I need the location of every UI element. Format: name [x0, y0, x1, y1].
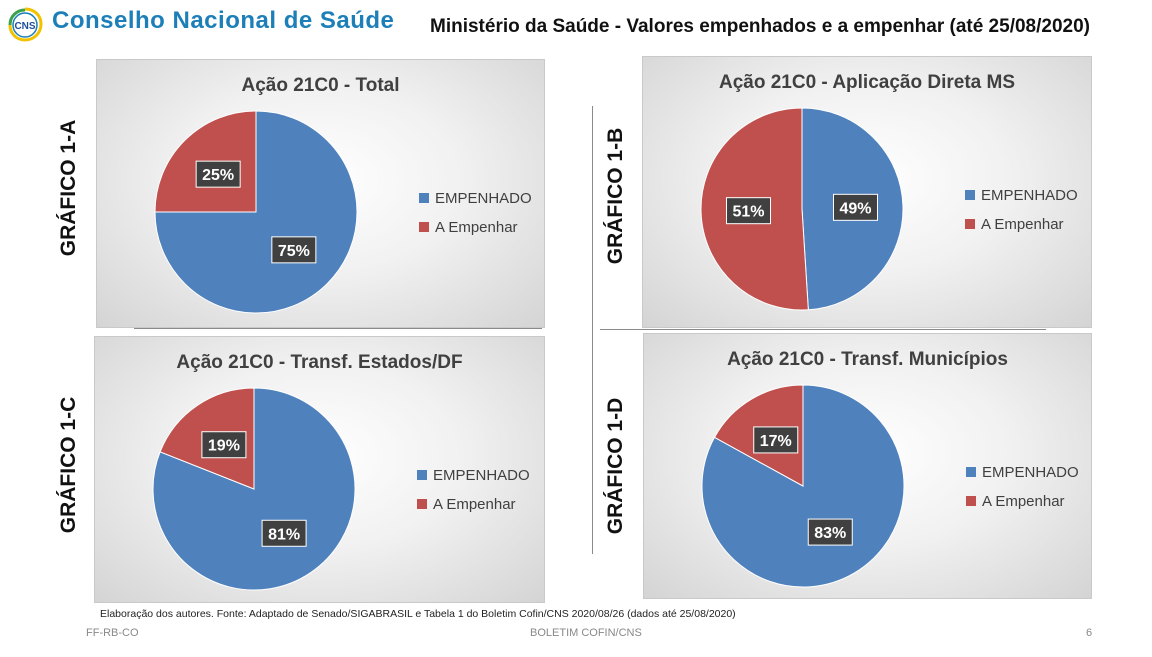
- legend: EMPENHADO A Empenhar: [419, 190, 532, 236]
- source-footnote: Elaboração dos autores. Fonte: Adaptado …: [100, 608, 736, 620]
- legend: EMPENHADO A Empenhar: [417, 467, 530, 513]
- legend-swatch-1: [966, 496, 976, 506]
- legend-swatch-1: [417, 499, 427, 509]
- footer-center: BOLETIM COFIN/CNS: [530, 627, 642, 639]
- legend-swatch-0: [966, 467, 976, 477]
- chart-panel-1b: Ação 21C0 - Aplicação Direta MS 49% 51% EMP…: [642, 56, 1092, 328]
- label-a-empenhar: 17%: [760, 433, 792, 450]
- label-empenhado: 81%: [268, 526, 300, 543]
- data-label-box: [807, 518, 853, 546]
- label-empenhado: 83%: [814, 525, 846, 542]
- label-a-empenhar: 25%: [202, 167, 234, 184]
- legend-item: A Empenhar: [433, 496, 516, 513]
- chart-title: Ação 21C0 - Transf. Municípios: [727, 349, 1008, 370]
- chart-title: Ação 21C0 - Total: [241, 75, 399, 96]
- chart-panel-1d: Ação 21C0 - Transf. Municípios 83% 17% EMPE…: [643, 333, 1092, 599]
- label-empenhado: 75%: [278, 243, 310, 260]
- chart-title: Ação 21C0 - Transf. Estados/DF: [176, 352, 462, 373]
- legend-swatch-0: [417, 470, 427, 480]
- pie-chart: Ação 21C0 - Transf. Municípios 83% 17% EMPE…: [701, 349, 1079, 588]
- legend-item: EMPENHADO: [433, 467, 530, 484]
- label-empenhado: 49%: [839, 200, 871, 217]
- pie-chart: Ação 21C0 - Transf. Estados/DF 81% 19% EMPE…: [152, 352, 530, 591]
- chart-label-1d: GRÁFICO 1-D: [604, 397, 627, 535]
- legend-swatch-0: [419, 193, 429, 203]
- legend-item: EMPENHADO: [435, 190, 532, 207]
- data-label-box: [195, 160, 241, 188]
- page-number: 6: [1086, 627, 1093, 639]
- page-subtitle: Ministério da Saúde - Valores empenhados…: [430, 16, 1090, 37]
- label-empenhado-group: 49%: [833, 193, 879, 221]
- label-empenhado-group: 83%: [807, 518, 853, 546]
- legend-swatch-1: [965, 219, 975, 229]
- chart-label-1b: GRÁFICO 1-B: [604, 127, 627, 265]
- data-label-box: [201, 431, 247, 459]
- legend: EMPENHADO A Empenhar: [965, 187, 1078, 233]
- divider-vertical: [592, 106, 593, 554]
- data-label-box: [833, 193, 879, 221]
- label-empenhado-group: 75%: [271, 236, 317, 264]
- data-label-box: [261, 519, 307, 547]
- label-a-empenhar: 51%: [732, 204, 764, 221]
- divider-right: [600, 329, 1046, 330]
- chart-panel-1a: Ação 21C0 - Total 75% 25% EMPENHADO A Empenh…: [96, 59, 545, 328]
- label-empenhado-group: 81%: [261, 519, 307, 547]
- label-a-empenhar-group: 17%: [753, 426, 799, 454]
- footer-left: FF-RB-CO: [86, 627, 139, 639]
- data-label-box: [271, 236, 317, 264]
- chart-panel-1c: Ação 21C0 - Transf. Estados/DF 81% 19% EMPE…: [94, 336, 545, 603]
- label-a-empenhar-group: 25%: [195, 160, 241, 188]
- pie-chart: Ação 21C0 - Total 75% 25% EMPENHADO A Empenh…: [154, 75, 532, 314]
- label-a-empenhar-group: 51%: [725, 197, 771, 225]
- legend-item: A Empenhar: [982, 493, 1065, 510]
- chart-label-1a: GRÁFICO 1-A: [57, 119, 80, 257]
- legend-item: A Empenhar: [435, 219, 518, 236]
- label-a-empenhar-group: 19%: [201, 431, 247, 459]
- legend-item: A Empenhar: [981, 216, 1064, 233]
- divider-left: [134, 328, 542, 329]
- chart-title: Ação 21C0 - Aplicação Direta MS: [719, 72, 1015, 93]
- logo-text: CNS: [14, 21, 35, 32]
- legend-item: EMPENHADO: [981, 187, 1078, 204]
- legend-swatch-0: [965, 190, 975, 200]
- data-label-box: [725, 197, 771, 225]
- pie-chart: Ação 21C0 - Aplicação Direta MS 49% 51% EMP…: [700, 72, 1078, 311]
- legend-swatch-1: [419, 222, 429, 232]
- legend-item: EMPENHADO: [982, 464, 1079, 481]
- legend: EMPENHADO A Empenhar: [966, 464, 1079, 510]
- label-a-empenhar: 19%: [208, 438, 240, 455]
- org-title: Conselho Nacional de Saúde: [52, 7, 395, 34]
- chart-label-1c: GRÁFICO 1-C: [57, 396, 80, 534]
- cns-logo: CNS: [8, 7, 43, 42]
- data-label-box: [753, 426, 799, 454]
